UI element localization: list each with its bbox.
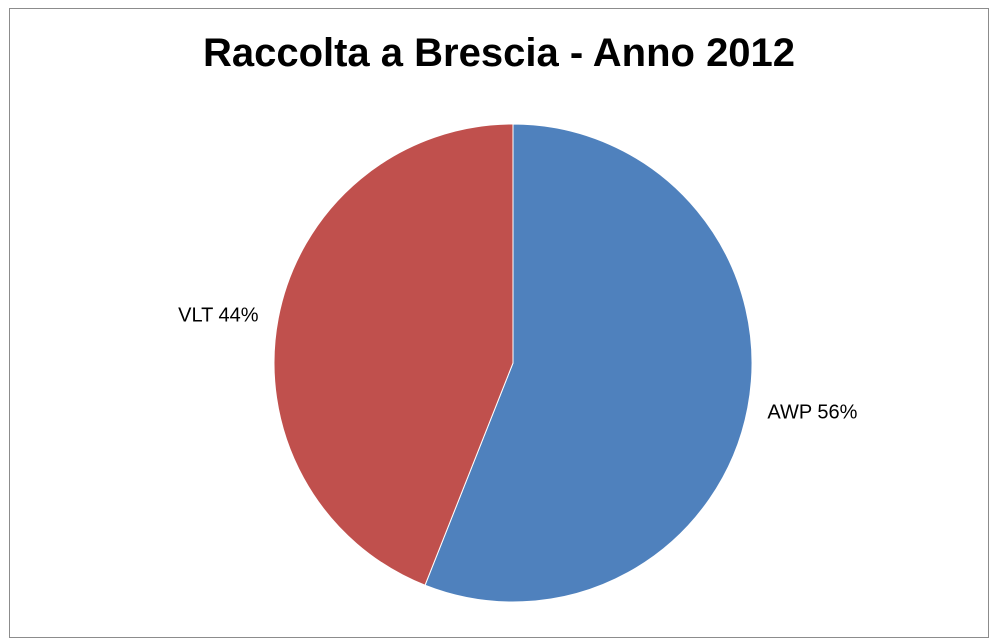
pie-slice-awp xyxy=(424,123,753,603)
pie-slice-vlt xyxy=(273,123,514,586)
pie-labels: AWP 56% VLT 44% xyxy=(178,304,858,423)
pie-label-vlt: VLT 44% xyxy=(178,304,259,326)
pie-slices xyxy=(273,123,753,603)
pie-label-awp: AWP 56% xyxy=(767,402,857,424)
chart-title: Raccolta a Brescia - Anno 2012 xyxy=(202,31,796,75)
